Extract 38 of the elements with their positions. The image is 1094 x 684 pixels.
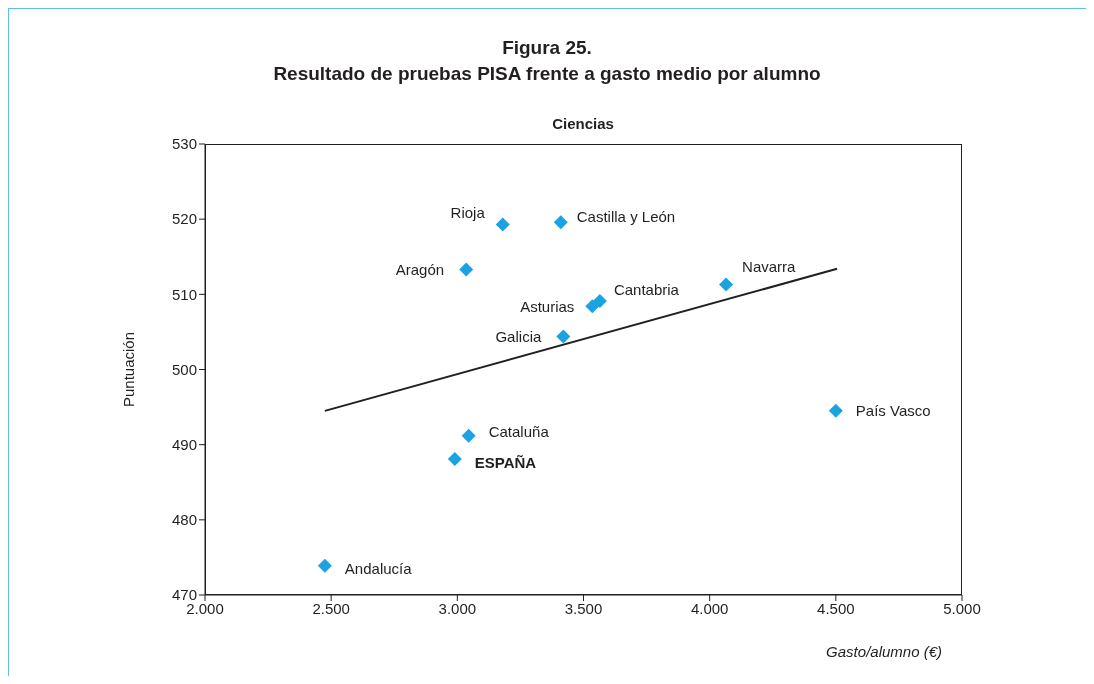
point (556, 329, 571, 344)
point (719, 277, 734, 292)
annotation: Rioja (450, 203, 486, 221)
annotation: Navarra (742, 258, 797, 276)
point (585, 299, 600, 314)
x-tick-label: 5.000 (943, 599, 981, 617)
y-tick-label: 480 (171, 511, 197, 529)
annotation: ESPAÑA (474, 454, 537, 472)
y-axis-title: Puntuación (120, 331, 138, 408)
x-axis-title: Gasto/alumno (€) (826, 643, 942, 660)
x-tick-label: 3.000 (438, 599, 477, 617)
annotation: Asturias (520, 297, 575, 315)
point (495, 217, 510, 232)
y-tick-label: 520 (171, 210, 197, 228)
point (317, 558, 332, 573)
annotation: Castilla y León (576, 207, 676, 225)
annotation: Aragón (395, 261, 445, 279)
y-tick-label: 510 (171, 285, 197, 303)
point (447, 451, 462, 466)
x-tick-label: 4.500 (817, 599, 855, 617)
y-tick-label: 490 (171, 435, 197, 453)
point (828, 403, 843, 418)
x-tick-label: 2.500 (312, 599, 350, 617)
annotation: Cataluña (488, 423, 550, 441)
y-tick-label: 500 (171, 360, 197, 378)
x-tick-label: 4.000 (690, 599, 729, 617)
point (461, 428, 476, 443)
annotation: Andalucía (344, 560, 413, 578)
point (459, 262, 474, 277)
chart-title: Figura 25. Resultado de pruebas PISA frente a gasto medio por alumno (272, 36, 822, 86)
chart-subtitle: Ciencias (551, 115, 615, 132)
annotation: País Vasco (855, 402, 931, 420)
point (592, 294, 607, 309)
annotation: Cantabria (613, 280, 680, 298)
y-tick-label: 530 (171, 135, 197, 153)
x-tick-label: 3.500 (564, 599, 603, 617)
point (553, 215, 568, 230)
annotation: Galicia (495, 327, 542, 345)
